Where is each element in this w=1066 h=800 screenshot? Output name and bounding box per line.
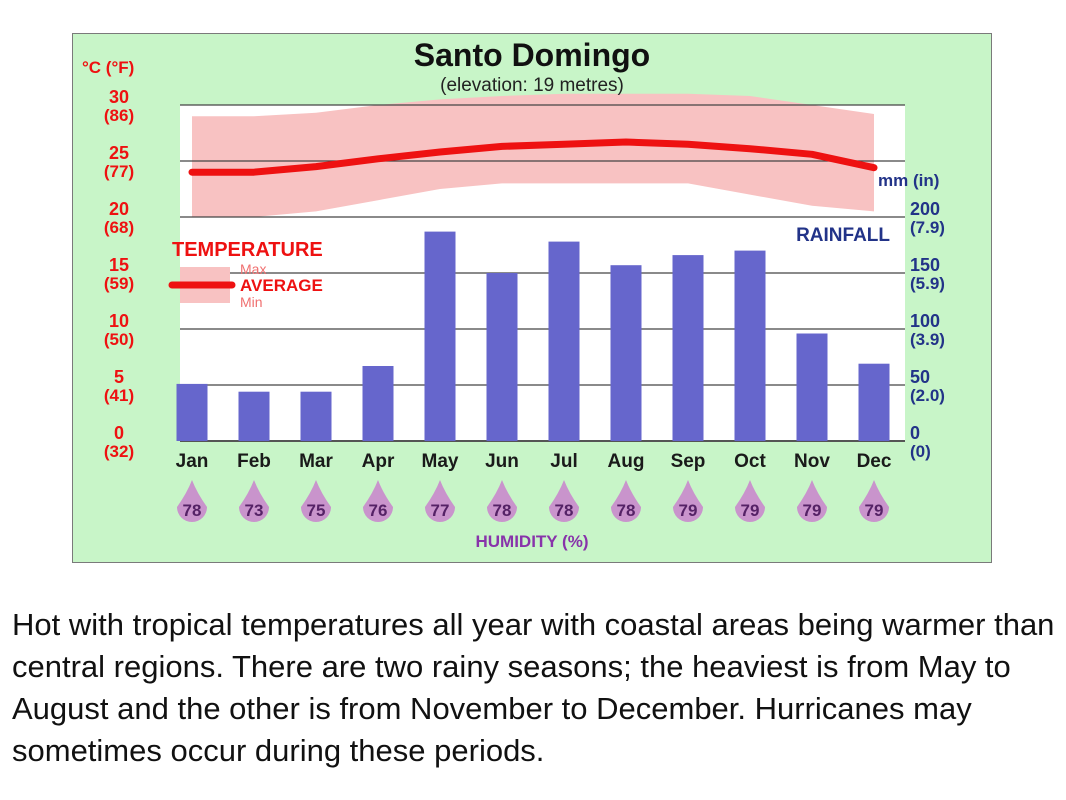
humidity-value: 78 bbox=[183, 501, 202, 520]
humidity-drop-icon bbox=[301, 480, 331, 522]
temperature-unit-label: °C (°F) bbox=[82, 58, 134, 77]
humidity-value: 78 bbox=[493, 501, 512, 520]
climate-chart: 0 (32) 5 (41) 10 (50) 15 (59) 20 (68) 25 (77) 30 (86)… bbox=[72, 33, 992, 563]
humidity-drop-icon bbox=[177, 480, 207, 523]
humidity-value: 79 bbox=[865, 501, 884, 520]
chart-title: Santo Domingo bbox=[414, 37, 650, 73]
rainfall-bar-jun bbox=[486, 273, 518, 441]
humidity-drop-icon bbox=[673, 480, 703, 522]
rainfall-tick-mm: 200 bbox=[910, 199, 940, 219]
month-label: Jul bbox=[550, 451, 577, 472]
rainfall-bar-feb bbox=[238, 391, 270, 441]
chart-subtitle: (elevation: 19 metres) bbox=[440, 75, 624, 96]
legend-average-label: AVERAGE bbox=[240, 276, 323, 295]
temperature-tick-f: (41) bbox=[104, 386, 134, 405]
humidity-drop-icon bbox=[363, 480, 393, 522]
humidity-drop-icon bbox=[735, 480, 765, 522]
temperature-tick-c: 0 bbox=[114, 423, 124, 443]
humidity-drop-icon bbox=[549, 480, 579, 522]
temperature-tick-c: 10 bbox=[109, 311, 129, 331]
humidity-drop-icon bbox=[797, 480, 827, 522]
rainfall-bar-jul bbox=[548, 241, 580, 441]
humidity-label: HUMIDITY (%) bbox=[475, 532, 588, 551]
temperature-tick-f: (32) bbox=[104, 442, 134, 461]
humidity-drop-icon bbox=[239, 480, 269, 522]
rainfall-bar-nov bbox=[796, 333, 828, 441]
month-label: Dec bbox=[857, 451, 892, 472]
temperature-legend: TEMPERATURE Max AVERAGE Min bbox=[168, 239, 323, 310]
humidity-value: 79 bbox=[741, 501, 760, 520]
month-label: Jan bbox=[176, 451, 209, 472]
humidity-drop-icon bbox=[611, 480, 641, 522]
rainfall-tick-mm: 100 bbox=[910, 311, 940, 331]
rainfall-tick-mm: 0 bbox=[910, 423, 920, 443]
month-label: Nov bbox=[794, 451, 830, 472]
humidity-drop-icon bbox=[859, 480, 889, 522]
rainfall-tick-mm: 50 bbox=[910, 367, 930, 387]
temperature-tick-f: (50) bbox=[104, 330, 134, 349]
month-label: Jun bbox=[485, 451, 519, 472]
rainfall-bar-may bbox=[424, 231, 456, 441]
humidity-value: 79 bbox=[679, 501, 698, 520]
temperature-tick-c: 15 bbox=[109, 255, 129, 275]
humidity-value: 75 bbox=[307, 501, 326, 520]
temperature-range-band bbox=[192, 93, 874, 217]
climate-description: Hot with tropical temperatures all year … bbox=[12, 607, 1055, 768]
humidity-drop-icon bbox=[425, 480, 455, 522]
month-label: Sep bbox=[671, 451, 706, 472]
rainfall-tick-mm: 150 bbox=[910, 255, 940, 275]
rainfall-bar-dec bbox=[858, 363, 890, 441]
rainfall-label: RAINFALL bbox=[796, 225, 890, 246]
rainfall-tick-in: (5.9) bbox=[910, 274, 945, 293]
month-label: Feb bbox=[237, 451, 271, 472]
humidity-value: 77 bbox=[431, 501, 450, 520]
legend-min-label: Min bbox=[240, 294, 263, 310]
humidity-value: 73 bbox=[245, 501, 264, 520]
month-label: Aug bbox=[608, 451, 645, 472]
month-label: Apr bbox=[362, 451, 395, 472]
rainfall-bar-sep bbox=[672, 255, 704, 441]
humidity-value: 78 bbox=[617, 501, 636, 520]
humidity-value: 79 bbox=[803, 501, 822, 520]
rainfall-tick-in: (3.9) bbox=[910, 330, 945, 349]
average-temperature-line bbox=[188, 138, 878, 176]
rainfall-bar-aug bbox=[610, 265, 642, 441]
temperature-tick-f: (77) bbox=[104, 162, 134, 181]
month-label: May bbox=[422, 451, 459, 472]
rainfall-bar-apr bbox=[362, 366, 394, 441]
month-label: Oct bbox=[734, 451, 766, 472]
legend-title: TEMPERATURE bbox=[172, 239, 323, 261]
month-label: Mar bbox=[299, 451, 333, 472]
legend-max-label: Max bbox=[240, 261, 266, 277]
rainfall-tick-in: (2.0) bbox=[910, 386, 945, 405]
rainfall-bar-jan bbox=[176, 383, 208, 441]
rainfall-tick-in: (7.9) bbox=[910, 218, 945, 237]
temperature-tick-f: (86) bbox=[104, 106, 134, 125]
temperature-tick-c: 5 bbox=[114, 367, 124, 387]
rainfall-bar-oct bbox=[734, 250, 766, 441]
rainfall-bar-mar bbox=[300, 391, 332, 441]
temperature-tick-c: 20 bbox=[109, 199, 129, 219]
temperature-tick-f: (59) bbox=[104, 274, 134, 293]
rainfall-unit-label: mm (in) bbox=[878, 171, 939, 190]
temperature-tick-c: 30 bbox=[109, 87, 129, 107]
temperature-tick-f: (68) bbox=[104, 218, 134, 237]
rainfall-tick-in: (0) bbox=[910, 442, 931, 461]
temperature-tick-c: 25 bbox=[109, 143, 129, 163]
humidity-value: 76 bbox=[369, 501, 388, 520]
humidity-value: 78 bbox=[555, 501, 574, 520]
humidity-drop-icon bbox=[487, 480, 517, 522]
